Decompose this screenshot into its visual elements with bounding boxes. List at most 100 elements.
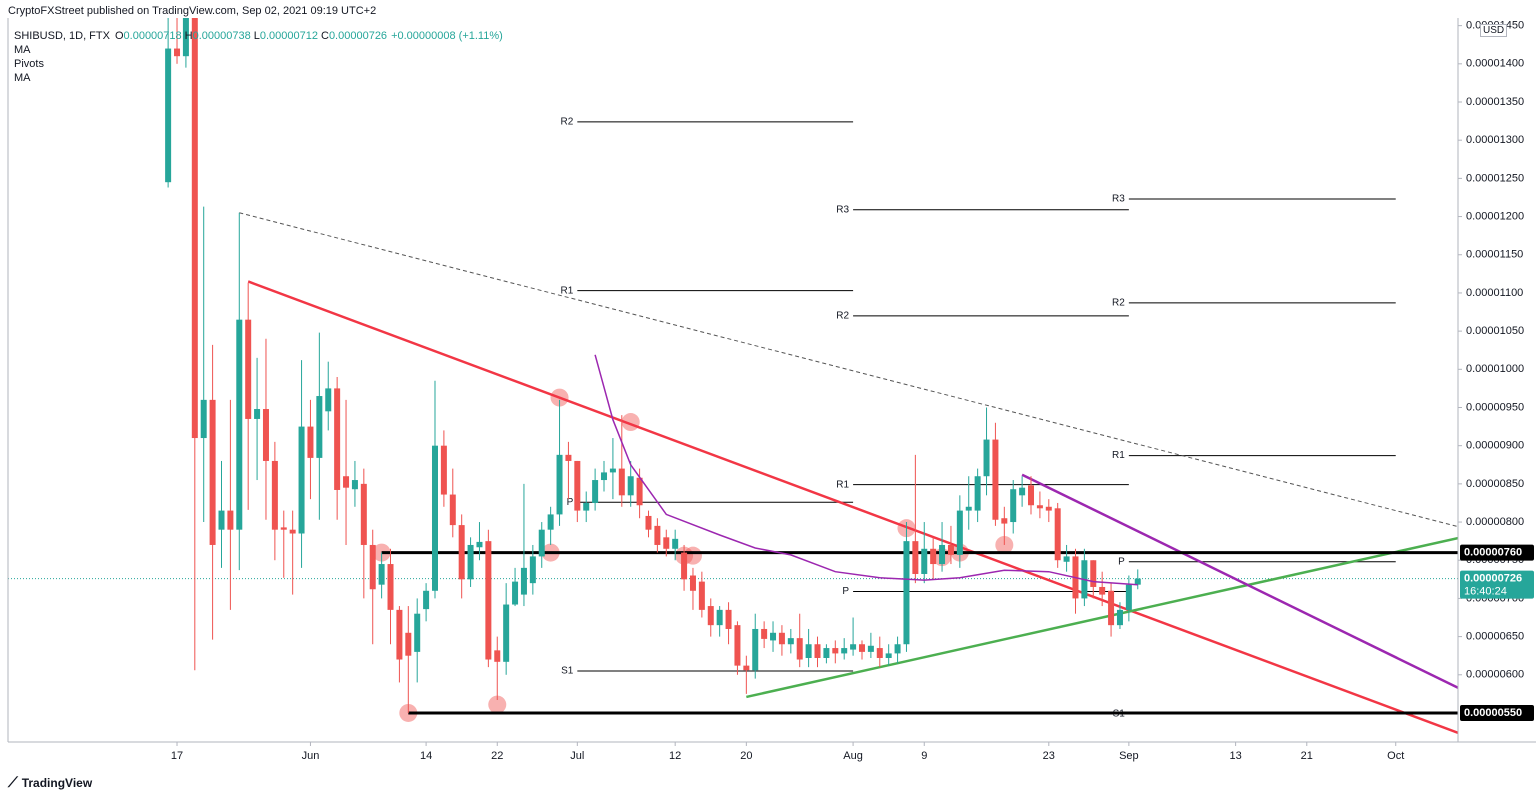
candle-body [369, 544, 376, 590]
last-price-label: 0.00000726 [1464, 572, 1522, 584]
candle-body [271, 460, 278, 530]
candle-body [378, 564, 385, 585]
candle-body [734, 625, 741, 666]
axes: 0.000014500.000014000.000013500.00001300… [171, 20, 1524, 762]
candle-body [912, 541, 919, 574]
indicator: MA [14, 72, 31, 84]
candle-body [894, 644, 901, 654]
candle-body [850, 644, 857, 650]
trend-line [247, 280, 1458, 735]
currency: USD [1480, 24, 1508, 37]
ohlc-label: C [320, 30, 329, 42]
candle-body [983, 439, 990, 477]
candle-body [689, 575, 696, 591]
candle-body [939, 544, 946, 565]
y-tick-label: 0.00000850 [1466, 478, 1524, 490]
pivot-label: R1 [561, 285, 574, 296]
candle-body [431, 445, 438, 591]
candle-body [547, 514, 554, 530]
y-tick-label: 0.00001350 [1466, 96, 1524, 108]
level-label: 0.00000760 [1464, 547, 1522, 559]
x-tick-label: 14 [420, 750, 432, 762]
candle-body [725, 609, 732, 629]
symbol: SHIBUSD, 1D, FTX [14, 30, 110, 42]
candle-body [770, 632, 777, 641]
candle-body [334, 388, 341, 490]
candle-body [458, 525, 465, 580]
pivot-label: P [1118, 556, 1125, 567]
touch-point [488, 695, 507, 714]
candle-body [236, 319, 243, 530]
candle-body [947, 544, 954, 555]
candle-body [1036, 505, 1043, 509]
y-tick-label: 0.00000950 [1466, 401, 1524, 413]
candle-body [245, 319, 252, 419]
x-tick-label: 12 [669, 750, 681, 762]
candle-body [805, 644, 812, 658]
candle-body [574, 460, 581, 511]
pivot-label: R2 [1112, 298, 1125, 309]
x-tick-label: 21 [1301, 750, 1313, 762]
candle-body [227, 510, 234, 530]
pivot-label: S1 [561, 666, 574, 677]
x-tick-label: 17 [171, 750, 183, 762]
candle-body [814, 644, 821, 658]
candle-body [823, 648, 830, 658]
candle-body [423, 590, 430, 610]
pivot-label: R2 [836, 310, 849, 321]
y-tick-label: 0.00001300 [1466, 134, 1524, 146]
candle-body [618, 468, 625, 496]
candle-body [1019, 487, 1026, 496]
candle-body [254, 409, 261, 419]
candle-body [761, 628, 768, 639]
candle-body [262, 409, 269, 461]
x-tick-label: Jul [570, 750, 584, 762]
x-tick-label: Sep [1119, 750, 1139, 762]
candle-body [707, 606, 714, 626]
indicator: Pivots [14, 58, 44, 70]
pivot-label: R3 [836, 204, 849, 215]
candle-body [663, 537, 670, 549]
candle-body [876, 648, 883, 658]
candle-body [1116, 609, 1123, 626]
candle-body [832, 648, 839, 654]
pivot-label: R3 [1112, 194, 1125, 205]
candle-body [476, 541, 483, 548]
candle-body [467, 544, 474, 580]
candle-body [609, 468, 616, 473]
candle-body [218, 510, 225, 530]
plot-area: R2R1PS1R3R2R1PR3R2R1PS1 [8, 18, 1458, 735]
candle-body [351, 480, 358, 490]
candle-body [449, 494, 456, 526]
x-tick-label: 9 [921, 750, 927, 762]
candle-body [787, 638, 794, 645]
y-tick-label: 0.00001200 [1466, 210, 1524, 222]
candle-body [903, 541, 910, 645]
candle-body [307, 426, 314, 458]
candle-body [200, 399, 207, 439]
candle-body [485, 541, 492, 660]
candle-body [858, 644, 865, 652]
candle-body [583, 502, 590, 511]
moving-average [594, 354, 1138, 586]
y-tick-label: 0.00001100 [1466, 287, 1523, 299]
candle-body [387, 564, 394, 610]
x-tick-label: 20 [740, 750, 752, 762]
candle-body [1028, 485, 1035, 506]
candle-body [1010, 489, 1017, 523]
candle-body [494, 650, 501, 662]
trend-line [1021, 473, 1458, 689]
candle-body [520, 567, 527, 595]
candle-body [182, 18, 189, 57]
footer-text: TradingView [21, 776, 93, 790]
pivot-label: P [842, 586, 849, 597]
candle-body [956, 510, 963, 555]
ohlc-value: 0.00000738 [192, 30, 251, 42]
candle-body [636, 477, 643, 506]
candle-body [1125, 584, 1132, 610]
candle-body [1045, 506, 1052, 511]
y-tick-label: 0.00000650 [1466, 631, 1524, 643]
candle-body [1054, 508, 1061, 561]
y-tick-label: 0.00000900 [1466, 440, 1524, 452]
